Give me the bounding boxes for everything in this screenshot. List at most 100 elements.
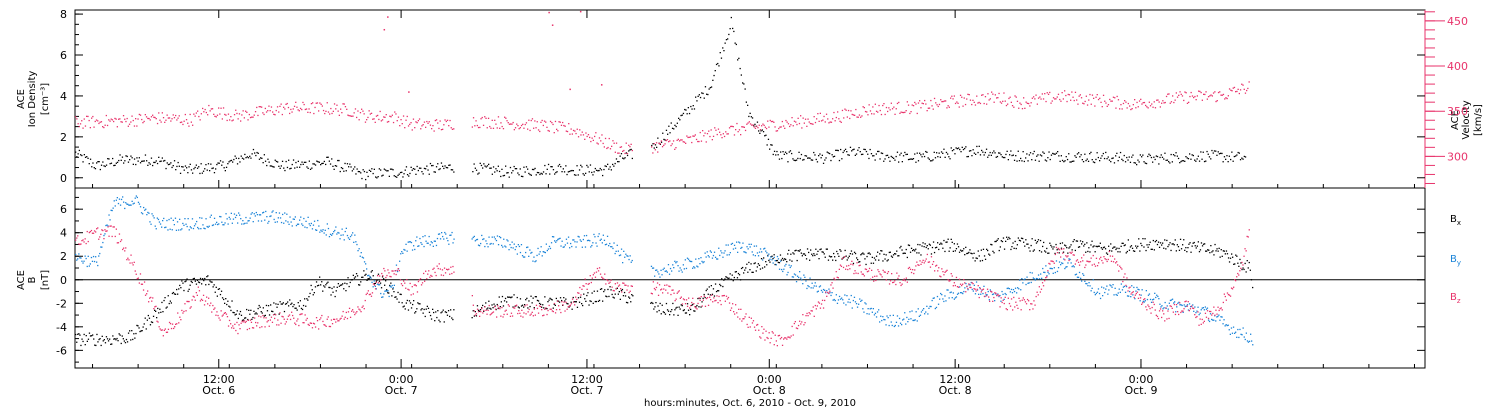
bottom-Bx-series-point	[1183, 239, 1185, 241]
bottom-By-series-point	[666, 271, 668, 273]
top-black-series-point	[872, 155, 874, 157]
bottom-By-series-point	[1026, 276, 1028, 278]
bottom-Bx-series-point	[1034, 239, 1036, 241]
bottom-Bz-series-point	[816, 305, 818, 307]
top-pink-series-point	[124, 118, 126, 120]
data-points-layer	[75, 10, 1254, 347]
top-black-series-point	[603, 168, 605, 171]
bottom-Bx-series-point	[147, 314, 149, 317]
bottom-By-series-point	[988, 299, 990, 301]
top-black-series-point	[628, 150, 630, 152]
bottom-Bx-series-point	[186, 278, 188, 280]
top-pink-series-point	[966, 98, 968, 100]
bottom-By-series-point	[1077, 276, 1080, 278]
top-black-series-point	[795, 159, 798, 161]
top-pink-series-point	[950, 97, 952, 99]
top-pink-series-point	[579, 129, 581, 131]
top-black-series-point	[567, 171, 569, 173]
top-pink-series-point	[416, 122, 418, 124]
top-black-series-point	[506, 172, 508, 174]
top-pink-series-point	[991, 91, 993, 93]
bottom-Bx-series-point	[410, 307, 413, 309]
bottom-By-series-point	[383, 293, 385, 295]
top-black-series-point	[629, 149, 631, 151]
bottom-By-series-point	[783, 268, 785, 270]
top-black-series-point	[342, 167, 344, 170]
bottom-Bz-series-point	[832, 287, 834, 289]
bottom-Bx-series-point	[419, 303, 421, 305]
bottom-Bx-series-point	[1036, 241, 1039, 243]
bottom-By-series-point	[597, 235, 599, 238]
bottom-Bz-series-point	[490, 313, 492, 315]
top-black-series-point	[748, 115, 750, 118]
bottom-Bx-series-point	[710, 285, 712, 287]
top-pink-series-point	[82, 127, 84, 129]
bottom-Bz-series-point	[378, 282, 380, 284]
bottom-By-series-point	[156, 217, 158, 219]
top-black-series-point	[1129, 161, 1132, 163]
bottom-By-series-point	[875, 316, 878, 318]
bottom-By-series-point	[1001, 290, 1003, 293]
top-black-series-point	[1065, 156, 1067, 158]
top-pink-series-point	[922, 103, 924, 105]
bottom-Bz-series-point	[204, 300, 207, 302]
bottom-By-series-point	[155, 228, 157, 230]
bottom-Bx-series-point	[1168, 244, 1170, 246]
top-black-series-point	[873, 155, 875, 157]
bottom-Bz-series-point	[355, 312, 357, 314]
bottom-Bx-series-point	[114, 338, 116, 340]
bottom-Bz-series-point	[242, 321, 244, 323]
bottom-By-series-point	[446, 237, 448, 239]
top-black-series-point	[877, 150, 879, 153]
top-black-series-point	[970, 150, 972, 152]
bottom-Bz-series-point	[391, 270, 393, 272]
top-black-series-point	[957, 147, 960, 149]
top-black-series-point	[821, 154, 823, 156]
bottom-Bx-series-point	[403, 305, 405, 307]
bottom-Bz-series-point	[818, 302, 821, 304]
bottom-Bz-series-point	[324, 324, 326, 326]
bottom-Bx-series-point	[125, 338, 128, 341]
bottom-By-series-point	[726, 254, 728, 256]
bottom-Bz-series-point	[278, 324, 280, 326]
bottom-By-series-point	[346, 234, 349, 237]
bottom-By-series-point	[765, 250, 767, 252]
top-black-series-point	[615, 158, 618, 160]
top-black-series-point	[718, 65, 720, 67]
bottom-Bx-series-point	[789, 259, 791, 261]
bottom-Bx-series-point	[276, 306, 278, 308]
top-pink-series-point	[392, 121, 395, 124]
bottom-Bz-series-point	[477, 311, 480, 313]
bottom-Bx-series-point	[1089, 251, 1091, 253]
top-black-series-point	[920, 154, 922, 156]
bottom-Bx-series-point	[709, 294, 711, 296]
bottom-By-series-point	[879, 321, 881, 323]
bottom-By-series-point	[256, 214, 259, 216]
top-black-series-point	[280, 165, 282, 167]
bottom-By-series-point	[787, 271, 789, 274]
top-black-series-point	[1216, 154, 1218, 156]
top-black-series-point	[815, 158, 817, 161]
bottom-Bx-series-point	[381, 276, 384, 278]
bottom-Bx-series-point	[401, 302, 403, 304]
bottom-Bx-series-point	[386, 289, 388, 291]
top-black-series-point	[372, 172, 374, 175]
top-black-series-point	[289, 168, 291, 170]
bottom-Bz-series-point	[718, 295, 720, 298]
bottom-By-series-point	[1005, 293, 1007, 296]
bottom-Bz-series-point	[149, 297, 151, 299]
top-black-series-point	[484, 165, 486, 167]
bottom-Bz-series-point	[752, 320, 755, 322]
bottom-Bx-series-point	[1062, 251, 1065, 253]
bottom-Bz-series-point	[565, 301, 567, 304]
bottom-Bz-series-point	[260, 316, 262, 318]
bottom-Bz-series-point	[198, 290, 201, 292]
bottom-By-series-point	[866, 313, 868, 315]
bottom-Bx-series-point	[1142, 238, 1144, 240]
top-pink-series-point	[697, 140, 699, 143]
top-pink-series-point	[896, 102, 899, 105]
bottom-Bx-series-point	[722, 285, 724, 288]
top-pink-series-point	[1074, 91, 1077, 93]
bottom-Bx-series-point	[1093, 245, 1095, 247]
bottom-By-series-point	[203, 227, 205, 229]
